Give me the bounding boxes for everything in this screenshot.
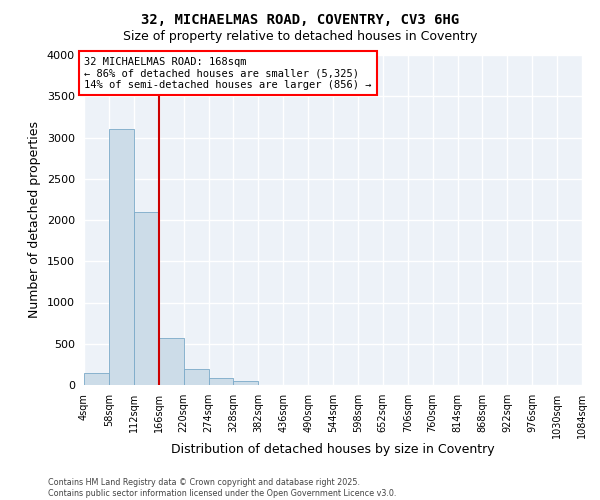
Bar [233,381,259,385]
X-axis label: Distribution of detached houses by size in Coventry: Distribution of detached houses by size … [171,444,495,456]
Text: Contains HM Land Registry data © Crown copyright and database right 2025.
Contai: Contains HM Land Registry data © Crown c… [48,478,397,498]
Text: 32, MICHAELMAS ROAD, COVENTRY, CV3 6HG: 32, MICHAELMAS ROAD, COVENTRY, CV3 6HG [141,12,459,26]
Text: Size of property relative to detached houses in Coventry: Size of property relative to detached ho… [123,30,477,43]
Bar [134,212,159,385]
Bar [109,129,134,385]
Text: 32 MICHAELMAS ROAD: 168sqm
← 86% of detached houses are smaller (5,325)
14% of s: 32 MICHAELMAS ROAD: 168sqm ← 86% of deta… [85,56,372,90]
Bar [184,368,209,385]
Bar [159,338,184,385]
Bar [84,372,109,385]
Y-axis label: Number of detached properties: Number of detached properties [28,122,41,318]
Bar [209,378,233,385]
